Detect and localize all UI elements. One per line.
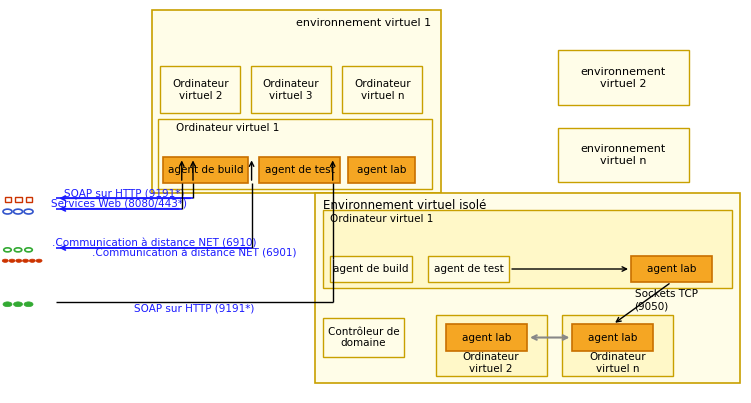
Text: agent lab: agent lab	[357, 165, 406, 175]
Text: agent lab: agent lab	[647, 264, 696, 274]
FancyBboxPatch shape	[342, 66, 422, 113]
FancyBboxPatch shape	[558, 128, 689, 182]
FancyBboxPatch shape	[348, 157, 415, 183]
FancyBboxPatch shape	[558, 50, 689, 105]
Text: Ordinateur
virtuel 2: Ordinateur virtuel 2	[172, 79, 229, 101]
FancyBboxPatch shape	[436, 315, 547, 376]
Text: Ordinateur
virtuel n: Ordinateur virtuel n	[589, 352, 646, 374]
Circle shape	[29, 259, 35, 262]
Text: Ordinateur
virtuel n: Ordinateur virtuel n	[354, 79, 411, 101]
FancyBboxPatch shape	[259, 157, 340, 183]
FancyBboxPatch shape	[323, 318, 404, 357]
Text: .Communication à distance NET (6910): .Communication à distance NET (6910)	[52, 238, 256, 248]
FancyBboxPatch shape	[330, 256, 412, 282]
Text: agent de build: agent de build	[168, 165, 243, 175]
FancyBboxPatch shape	[163, 157, 248, 183]
Text: Services Web (8080/443*): Services Web (8080/443*)	[51, 199, 187, 209]
Circle shape	[23, 259, 29, 262]
Text: Ordinateur virtuel 1: Ordinateur virtuel 1	[176, 123, 280, 133]
Text: SOAP sur HTTP (9191*): SOAP sur HTTP (9191*)	[65, 189, 185, 198]
Circle shape	[2, 259, 8, 262]
Text: environnement
virtuel n: environnement virtuel n	[581, 144, 666, 166]
FancyBboxPatch shape	[160, 66, 240, 113]
Text: Sockets TCP
(9050): Sockets TCP (9050)	[635, 289, 698, 311]
FancyBboxPatch shape	[428, 256, 509, 282]
FancyBboxPatch shape	[562, 315, 673, 376]
Circle shape	[3, 302, 12, 307]
Text: agent de test: agent de test	[265, 165, 334, 175]
FancyBboxPatch shape	[631, 256, 712, 282]
FancyBboxPatch shape	[251, 66, 331, 113]
Circle shape	[9, 259, 15, 262]
Text: Contrôleur de
domaine: Contrôleur de domaine	[327, 326, 400, 348]
Circle shape	[36, 259, 42, 262]
FancyBboxPatch shape	[323, 210, 732, 288]
Text: .Communication à distance NET (6901): .Communication à distance NET (6901)	[92, 249, 297, 259]
Text: environnement virtuel 1: environnement virtuel 1	[296, 18, 431, 28]
Circle shape	[24, 302, 33, 307]
Circle shape	[14, 302, 23, 307]
Text: Ordinateur virtuel 1: Ordinateur virtuel 1	[330, 214, 434, 224]
Text: agent lab: agent lab	[462, 333, 511, 343]
Text: environnement
virtuel 2: environnement virtuel 2	[581, 67, 666, 89]
Text: SOAP sur HTTP (9191*): SOAP sur HTTP (9191*)	[134, 303, 255, 313]
Text: agent de build: agent de build	[333, 264, 409, 274]
Text: Ordinateur
virtuel 2: Ordinateur virtuel 2	[463, 352, 520, 374]
Circle shape	[16, 259, 22, 262]
FancyBboxPatch shape	[152, 10, 441, 193]
FancyBboxPatch shape	[572, 324, 653, 351]
FancyBboxPatch shape	[158, 119, 432, 189]
Text: Ordinateur
virtuel 3: Ordinateur virtuel 3	[262, 79, 319, 101]
Text: Environnement virtuel isolé: Environnement virtuel isolé	[323, 199, 487, 212]
FancyBboxPatch shape	[446, 324, 527, 351]
Text: agent de test: agent de test	[434, 264, 503, 274]
Text: agent lab: agent lab	[588, 333, 638, 343]
FancyBboxPatch shape	[315, 193, 740, 383]
